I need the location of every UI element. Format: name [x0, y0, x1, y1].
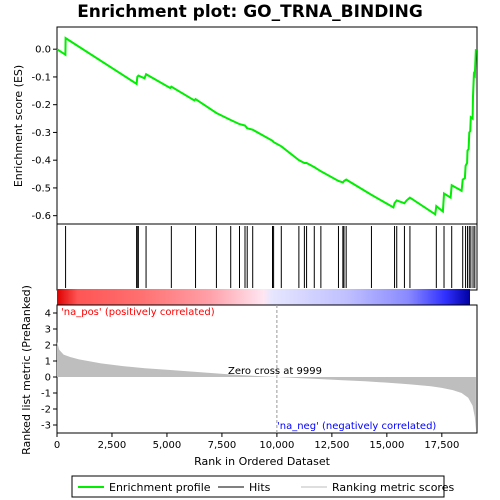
legend-label: Hits [249, 481, 271, 494]
x-tick-label: 0 [54, 440, 60, 451]
hits-panel [56, 223, 478, 291]
x-tick-label: 5,000 [153, 440, 182, 451]
es-panel [56, 26, 478, 225]
legend: Enrichment profile Hits Ranking metric sco… [78, 481, 454, 494]
es-y-tick-label: -0.3 [31, 128, 51, 139]
metric-y-tick-label: 3 [45, 325, 51, 336]
x-tick-label: 12,500 [314, 440, 349, 451]
x-tick-label: 15,000 [369, 440, 404, 451]
legend-label: Enrichment profile [109, 481, 211, 494]
chart-title: Enrichment plot: GO_TRNA_BINDING [77, 2, 423, 22]
es-y-tick-label: -0.4 [31, 156, 51, 167]
metric-y-axis-label: Ranked list metric (PreRanked) [20, 285, 33, 455]
x-tick-label: 7,500 [208, 440, 237, 451]
es-y-tick-label: -0.6 [31, 211, 51, 222]
x-axis-label: Rank in Ordered Dataset [194, 455, 331, 468]
x-axis: 0 2,500 5,000 7,500 10,000 12,500 15,000 17,500 [54, 433, 459, 451]
metric-y-tick-label: 0 [45, 373, 51, 384]
es-y-tick-label: 0.0 [35, 45, 51, 56]
es-y-tick-label: -0.5 [31, 183, 51, 194]
positive-correlation-label: 'na_pos' (positively correlated) [61, 307, 215, 318]
enrichment-profile-line [56, 36, 477, 217]
x-tick-label: 10,000 [259, 440, 294, 451]
zero-cross-label: Zero cross at 9999 [228, 366, 322, 377]
metric-y-tick-label: 2 [45, 341, 51, 352]
metric-y-axis: 4 3 2 1 0 -1 -2 -3 [41, 309, 57, 432]
rank-color-bar [57, 289, 470, 305]
hit-marks [65, 226, 476, 288]
negative-correlation-label: 'na_neg' (negatively correlated) [277, 421, 436, 432]
legend-label: Ranking metric scores [332, 481, 454, 494]
es-y-tick-label: -0.2 [31, 100, 51, 111]
es-y-axis: 0.0 -0.1 -0.2 -0.3 -0.4 -0.5 -0.6 [31, 45, 57, 222]
x-tick-label: 17,500 [424, 440, 459, 451]
es-y-tick-label: -0.1 [31, 72, 51, 83]
metric-y-tick-label: 4 [45, 309, 51, 320]
metric-y-tick-label: -1 [41, 389, 51, 400]
x-tick-label: 2,500 [98, 440, 127, 451]
metric-y-tick-label: -3 [41, 421, 51, 432]
metric-y-tick-label: -2 [41, 405, 51, 416]
metric-y-tick-label: 1 [45, 357, 51, 368]
legend-box [71, 475, 445, 498]
es-y-axis-label: Enrichment score (ES) [12, 65, 25, 187]
